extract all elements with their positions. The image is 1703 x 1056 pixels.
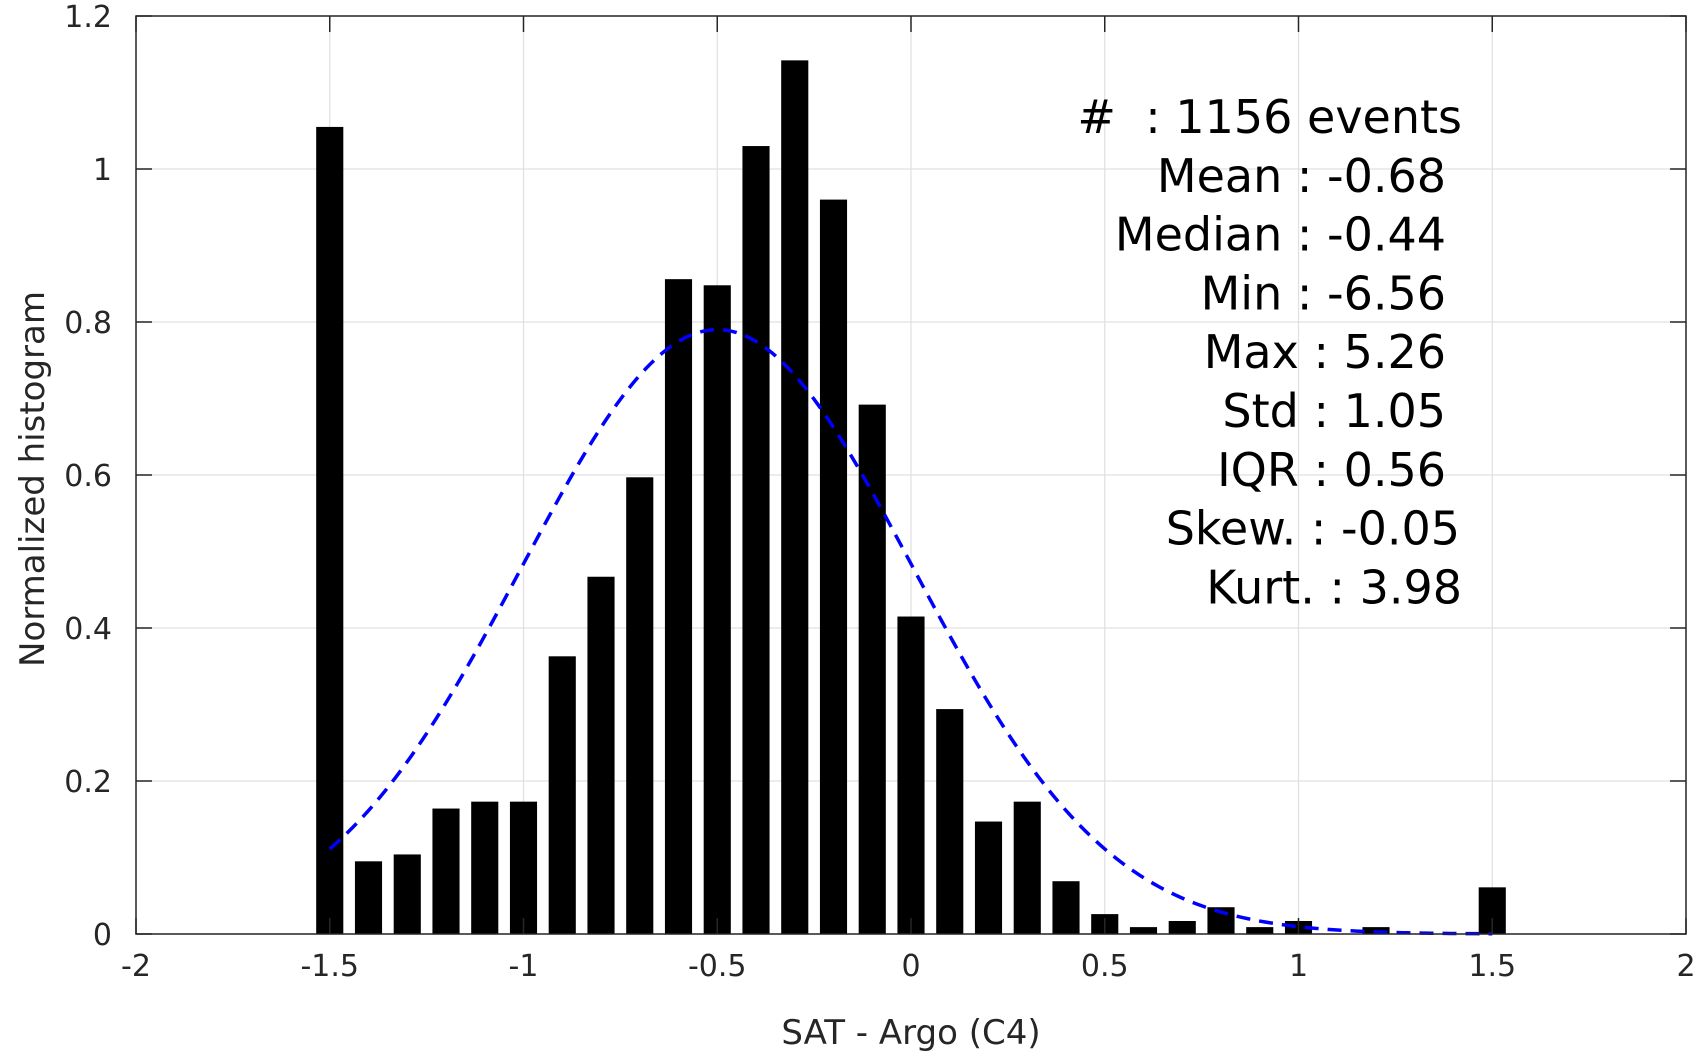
bar-17 [974,821,1003,934]
stats-line-4: Max : 5.26 [1204,325,1446,379]
x-tick-label-8: 2 [1676,949,1695,984]
stats-line-8: Kurt. : 3.98 [1206,560,1462,614]
bar-12 [781,60,809,935]
y-axis-label: Normalized histogram [13,291,53,667]
bar-5 [509,801,538,934]
y-tick-label-2: 0.4 [64,612,112,647]
bar-2 [393,854,421,934]
x-axis-label: SAT - Argo (C4) [781,1013,1040,1053]
x-tick-label-6: 1 [1289,949,1308,984]
x-tick-label-5: 0.5 [1081,949,1129,984]
stats-line-2: Median : -0.44 [1115,208,1446,262]
bar-13 [819,199,848,935]
stats-line-6: IQR : 0.56 [1217,443,1446,497]
y-tick-label-3: 0.6 [64,459,112,494]
bar-24 [1246,927,1274,934]
bar-6 [548,656,576,934]
y-tick-label-6: 1.2 [64,0,112,35]
bar-7 [587,576,615,934]
x-tick-label-0: -2 [121,949,151,984]
x-tick-label-2: -1 [509,949,539,984]
bar-21 [1129,927,1158,934]
x-tick-label-7: 1.5 [1468,949,1516,984]
stats-line-3: Min : -6.56 [1201,266,1446,320]
y-tick-label-0: 0 [93,918,112,953]
y-tick-label-5: 1 [93,153,112,188]
bar-9 [664,279,693,934]
bar-22 [1168,920,1196,934]
x-tick-label-1: -1.5 [300,949,359,984]
stats-line-1: Mean : -0.68 [1157,149,1446,203]
fit-curve [328,327,1493,936]
bar-1 [354,861,383,934]
bar-18 [1013,801,1041,934]
bar-15 [897,616,925,934]
bar-0 [316,126,344,935]
bar-11 [742,146,770,935]
bar-16 [936,709,964,934]
stats-line-7: Skew. : -0.05 [1166,502,1460,556]
y-tick-label-1: 0.2 [64,765,112,800]
stats-line-5: Std : 1.05 [1222,384,1446,438]
bar-10 [703,285,731,934]
stats-line-0: # : 1156 events [1077,90,1462,144]
x-tick-label-4: 0 [901,949,920,984]
bars [316,60,1506,935]
bar-3 [432,808,460,934]
y-tick-labels: 0 0.2 0.4 0.6 0.8 1 1.2 [64,0,112,953]
y-tick-label-4: 0.8 [64,306,112,341]
bar-4 [471,801,499,934]
axis-ticks [135,15,1687,935]
x-tick-label-3: -0.5 [688,949,747,984]
bar-8 [626,477,654,934]
bar-19 [1052,881,1080,934]
bar-14 [858,404,886,934]
x-tick-labels: -2 -1.5 -1 -0.5 0 0.5 1 1.5 2 [121,949,1696,984]
